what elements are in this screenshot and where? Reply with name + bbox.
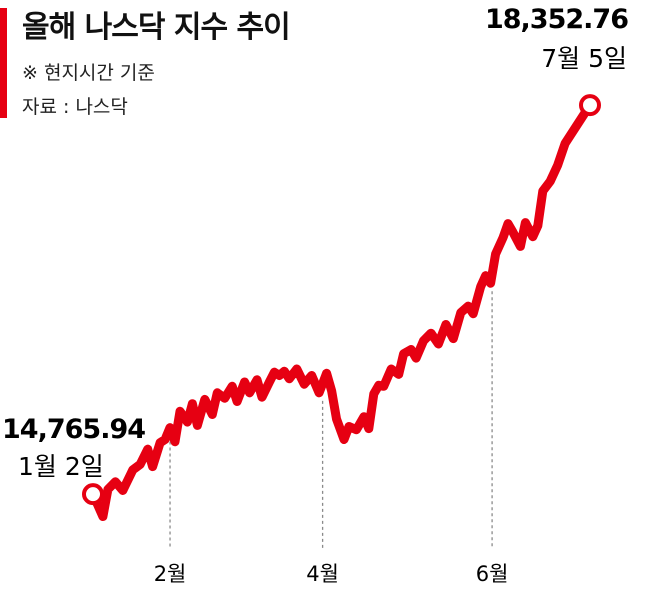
x-tick-label: 6월: [476, 562, 509, 586]
start-date-label: 1월 2일: [18, 452, 104, 481]
x-axis-ticks: 2월 4월 6월: [154, 562, 509, 586]
x-tick-label: 2월: [154, 562, 187, 586]
month-guides: [169, 291, 493, 548]
start-value-label: 14,765.94: [2, 414, 145, 445]
chart-title: 올해 나스닥 지수 추이: [22, 10, 291, 45]
series-line-nasdaq: [88, 100, 595, 521]
end-value-label: 18,352.76: [485, 4, 628, 35]
x-tick-label: 4월: [306, 562, 339, 586]
time-basis-note: ※ 현지시간 기준: [22, 62, 155, 84]
source-note: 자료 : 나스닥: [22, 96, 128, 118]
accent-bar: [0, 8, 7, 118]
end-date-label: 7월 5일: [541, 44, 627, 73]
start-point-marker: [82, 483, 104, 506]
end-point-marker: [579, 94, 601, 117]
